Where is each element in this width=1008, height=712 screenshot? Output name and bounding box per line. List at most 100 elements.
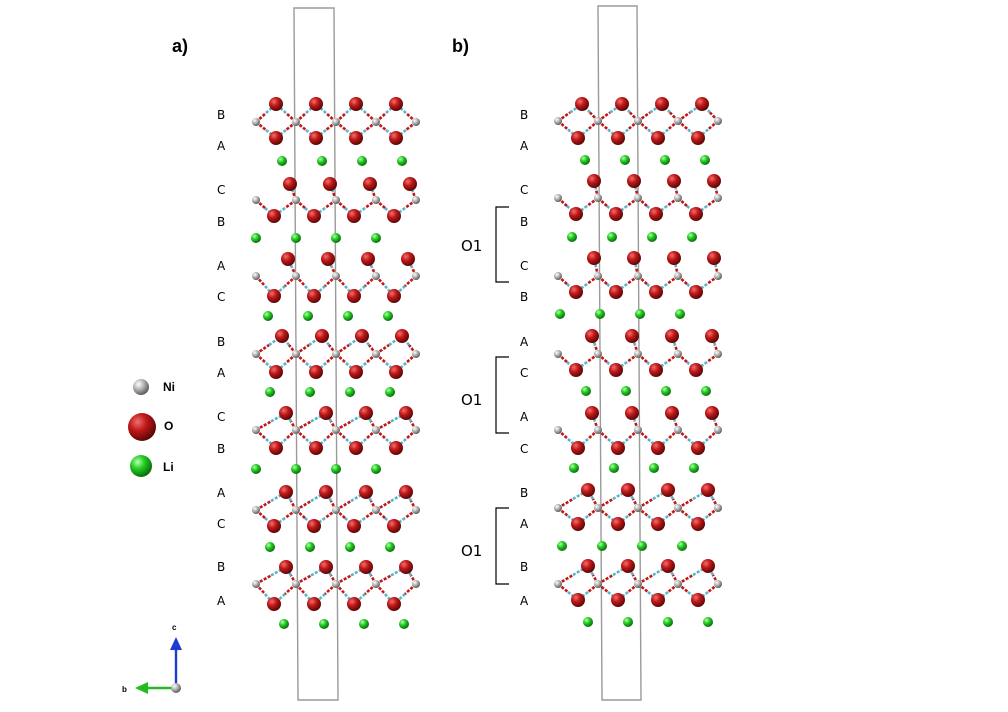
o-atom — [307, 289, 321, 303]
ni-atom — [674, 350, 682, 358]
li-atom — [385, 387, 395, 397]
o-atom — [691, 593, 705, 607]
li-atom — [677, 541, 687, 551]
ni-atom — [412, 272, 420, 280]
o-atom — [701, 559, 715, 573]
stack-label: A — [520, 594, 529, 608]
stack-label: C — [520, 259, 528, 273]
o-atom — [587, 174, 601, 188]
li-atom — [265, 542, 275, 552]
ni-atom — [252, 350, 260, 358]
ni-atom — [252, 196, 260, 204]
o-atom — [651, 593, 665, 607]
o-atom — [323, 177, 337, 191]
li-atom — [331, 464, 341, 474]
o1-label: O1 — [461, 237, 482, 255]
ni-atom — [714, 580, 722, 588]
li-atom — [661, 386, 671, 396]
o-atom — [347, 289, 361, 303]
ni-atom — [674, 117, 682, 125]
axis-origin — [171, 683, 181, 693]
stack-label: A — [520, 335, 529, 349]
ni-atom — [594, 272, 602, 280]
ni-atom — [714, 117, 722, 125]
ni-atom — [674, 194, 682, 202]
li-atom — [343, 311, 353, 321]
o-atom — [309, 441, 323, 455]
li-atom — [621, 386, 631, 396]
bond — [313, 593, 326, 605]
o-atom — [399, 406, 413, 420]
bond — [268, 334, 283, 347]
o-atom — [665, 329, 679, 343]
legend-li-label: Li — [163, 460, 174, 474]
o-atom — [281, 252, 295, 266]
o-atom — [307, 519, 321, 533]
bond — [273, 285, 286, 297]
o-atom — [691, 517, 705, 531]
o-atom — [349, 131, 363, 145]
li-atom — [557, 541, 567, 551]
bond — [353, 285, 366, 297]
stack-label: C — [217, 410, 225, 424]
li-atom — [359, 619, 369, 629]
o-atom — [395, 329, 409, 343]
ni-atom — [594, 504, 602, 512]
o-atom — [389, 365, 403, 379]
stack-label: C — [520, 183, 528, 197]
ni-atom — [594, 426, 602, 434]
unit-cell-b — [597, 5, 642, 701]
li-atom — [623, 617, 633, 627]
o-atom — [309, 131, 323, 145]
axis-triad: c b — [122, 623, 182, 694]
li-atom — [371, 464, 381, 474]
ni-atom — [412, 580, 420, 588]
o-atom — [387, 597, 401, 611]
o-atom — [609, 285, 623, 299]
atoms-panel-b — [554, 97, 722, 627]
o-atom — [359, 485, 373, 499]
stack-label: B — [217, 335, 225, 349]
ni-atom — [372, 350, 380, 358]
li-atom — [263, 311, 273, 321]
ni-atom — [634, 504, 642, 512]
o-atom — [571, 131, 585, 145]
li-atom — [703, 617, 713, 627]
ni-atom — [634, 350, 642, 358]
ni-atom — [714, 272, 722, 280]
stack-label: A — [217, 486, 226, 500]
o-atom — [321, 252, 335, 266]
bond — [569, 102, 583, 114]
o-atom — [689, 207, 703, 221]
atoms-panel-a — [251, 97, 420, 629]
li-atom — [399, 619, 409, 629]
stack-label: C — [520, 366, 528, 380]
ni-atom — [554, 194, 562, 202]
o-atom — [319, 560, 333, 574]
o-atom — [399, 485, 413, 499]
li-atom — [305, 387, 315, 397]
o-atom — [651, 131, 665, 145]
legend-o: O — [128, 413, 173, 441]
stack-label: B — [520, 108, 528, 122]
o1-bracket-3: O1 — [461, 507, 509, 585]
li-atom — [319, 619, 329, 629]
o-atom — [649, 207, 663, 221]
ni-atom — [252, 272, 260, 280]
li-atom — [580, 155, 590, 165]
o-atom — [689, 363, 703, 377]
o-atom — [319, 406, 333, 420]
stack-label: B — [520, 486, 528, 500]
o-atom — [705, 406, 719, 420]
li-atom — [567, 232, 577, 242]
o-atom — [387, 519, 401, 533]
ni-atom — [372, 196, 380, 204]
ni-atom — [554, 426, 562, 434]
o-atom — [581, 559, 595, 573]
ni-atom — [554, 350, 562, 358]
li-atom — [581, 386, 591, 396]
o-atom — [347, 519, 361, 533]
ni-atom — [554, 117, 562, 125]
o-atom — [359, 406, 373, 420]
